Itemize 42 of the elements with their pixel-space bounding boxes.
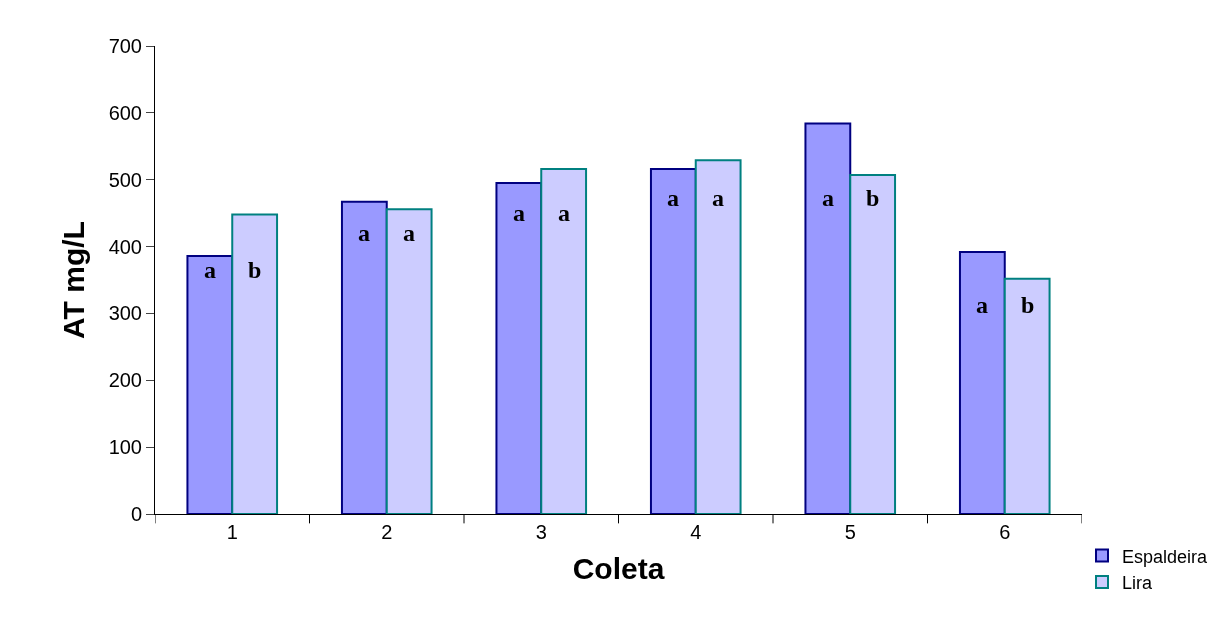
annotation: a	[403, 220, 415, 246]
x-tick-label: 3	[535, 521, 547, 543]
bar	[340, 200, 388, 514]
bar	[540, 168, 588, 514]
bar	[649, 168, 697, 514]
annotation: a	[558, 200, 570, 226]
x-tick-label: 4	[690, 521, 702, 543]
bar	[694, 159, 742, 514]
bar	[231, 213, 279, 514]
x-tick-label: 2	[381, 521, 393, 543]
y-tick-label: 0	[130, 503, 142, 525]
y-tick-label: 500	[108, 168, 142, 191]
y-axis-title: AT mg/L	[56, 221, 90, 339]
bar	[1003, 277, 1051, 514]
y-tick-label: 600	[108, 101, 142, 124]
bar	[849, 174, 897, 514]
annotation: a	[667, 185, 679, 211]
y-tick-label: 200	[108, 369, 142, 392]
x-tick-label: 6	[999, 521, 1011, 543]
annotation: a	[712, 185, 724, 211]
bar	[385, 208, 433, 514]
legend-label: Lira	[1122, 573, 1153, 594]
y-tick-label: 400	[108, 235, 142, 258]
legend-label: Espaldeira	[1122, 546, 1209, 567]
y-tick-label: 100	[108, 436, 142, 459]
x-axis-title: Coleta	[572, 551, 665, 585]
annotation: b	[866, 185, 880, 211]
annotation: a	[822, 185, 834, 211]
y-tick-label: 300	[108, 302, 142, 325]
x-tick-label: 1	[226, 521, 238, 543]
bar	[186, 254, 234, 514]
y-tick-label: 700	[108, 35, 142, 57]
annotation: a	[358, 220, 370, 246]
bar	[958, 250, 1006, 514]
bar	[804, 122, 852, 514]
annotation: b	[1021, 292, 1035, 318]
bar	[495, 182, 543, 514]
annotation: a	[513, 200, 525, 226]
annotation: a	[204, 257, 216, 283]
annotation: b	[248, 257, 262, 283]
x-tick-label: 5	[844, 521, 856, 543]
annotation: a	[976, 292, 988, 318]
